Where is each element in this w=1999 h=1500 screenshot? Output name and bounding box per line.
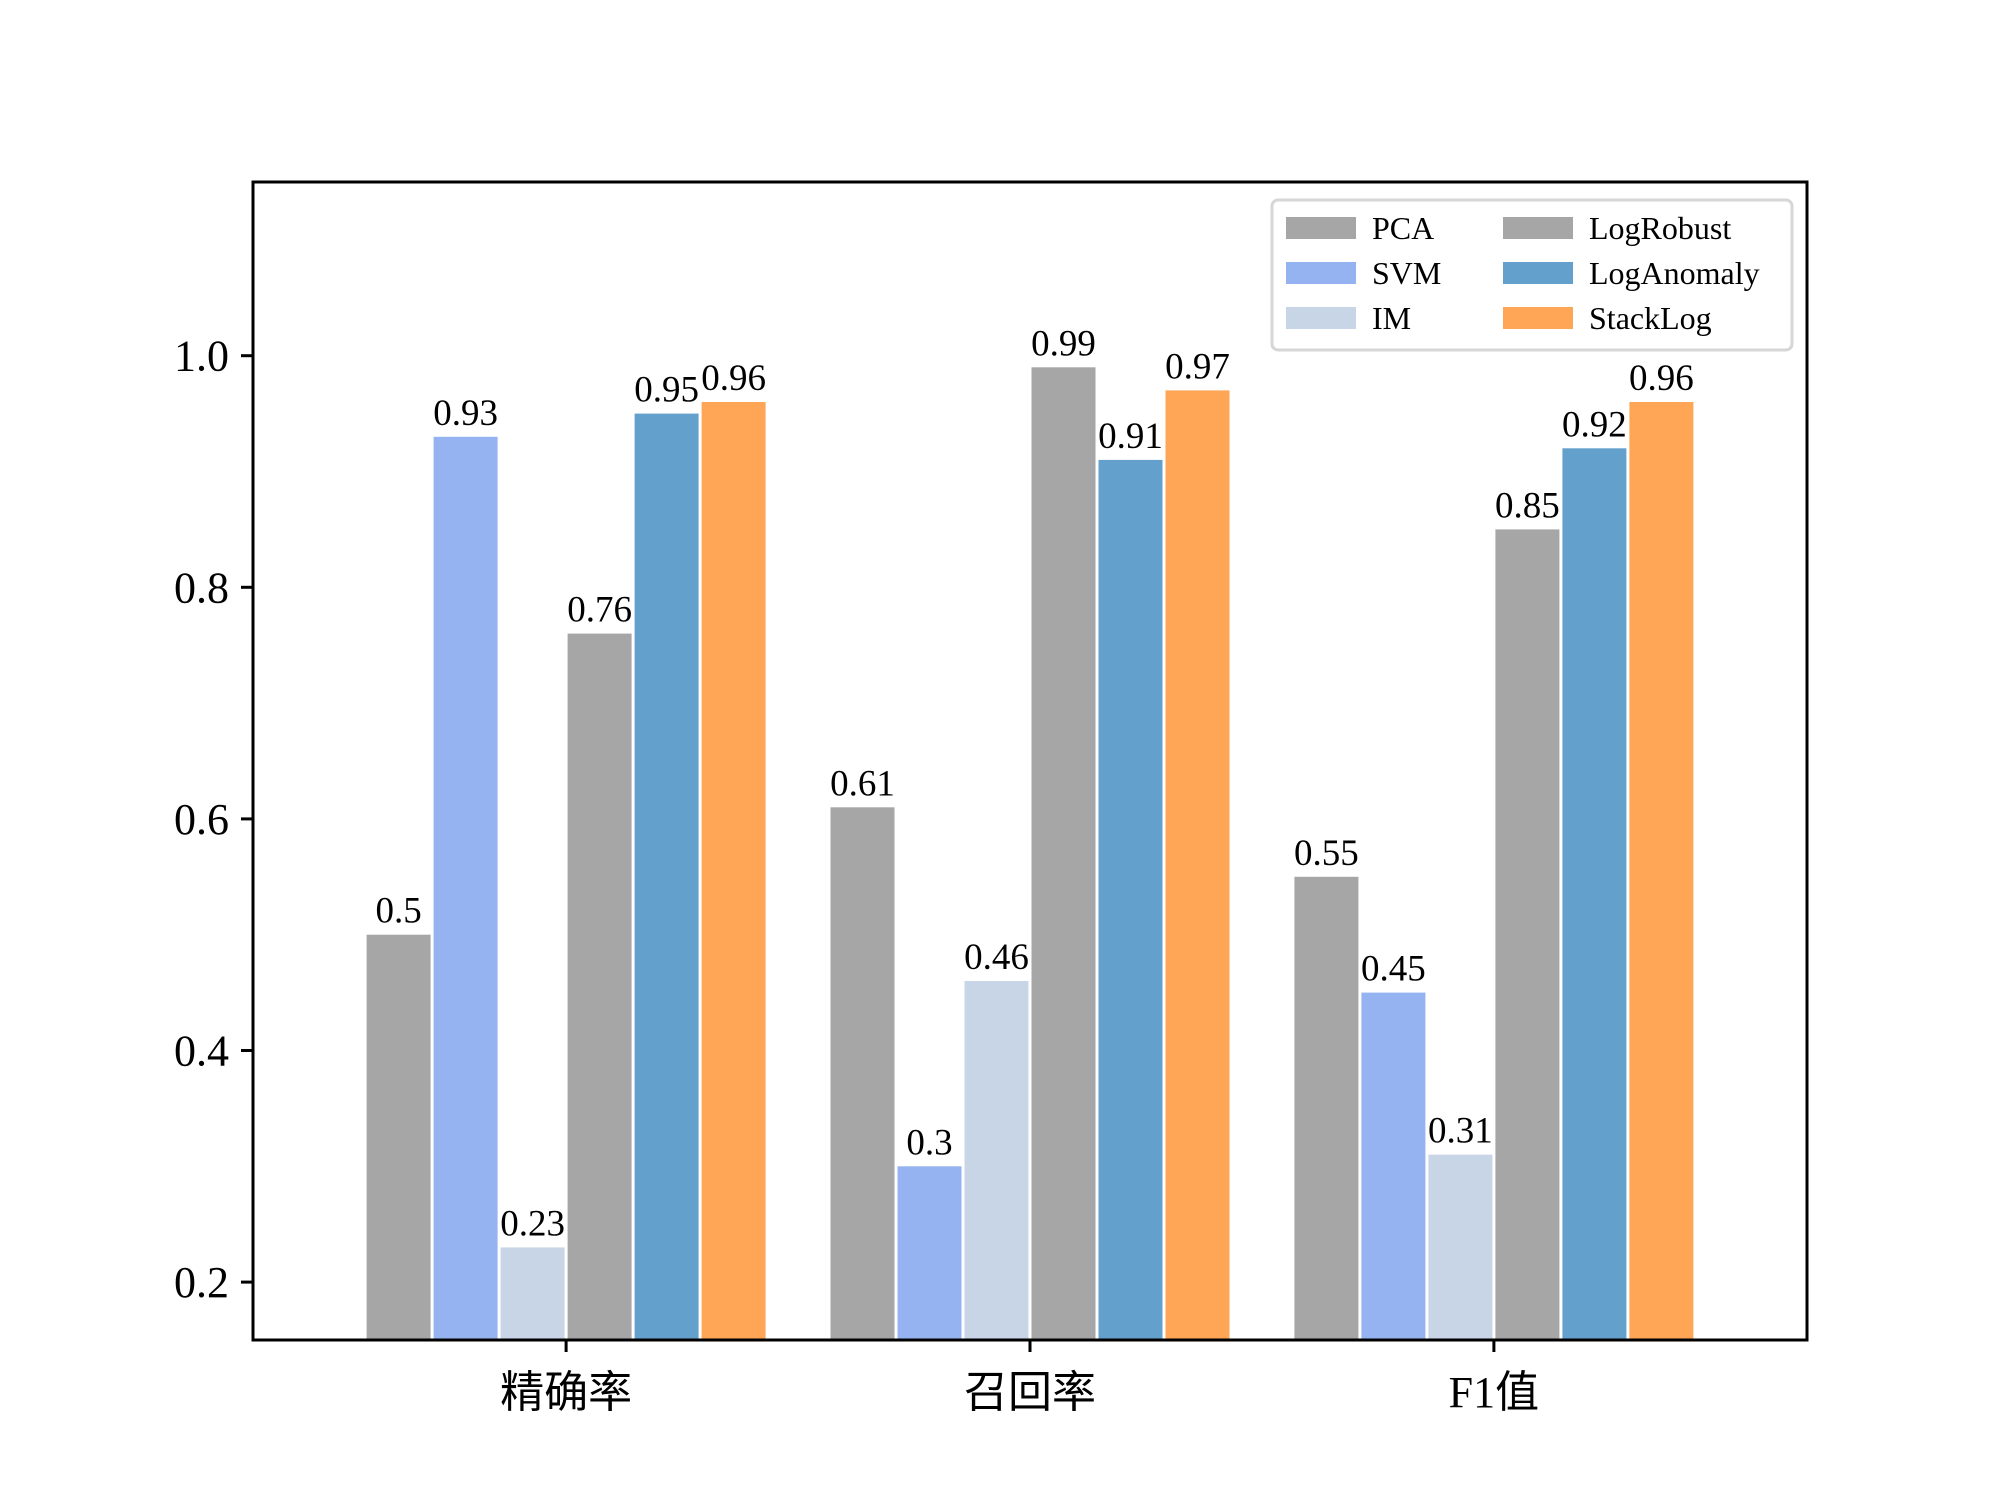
y-tick-label-0.2: 0.2 (174, 1258, 229, 1307)
bar-pca-3 (1294, 876, 1359, 1340)
legend-label-loganomaly: LogAnomaly (1589, 255, 1760, 291)
bar-im-2 (964, 981, 1029, 1340)
x-tick-label-1: 精确率 (500, 1368, 632, 1417)
legend-swatch-loganomaly (1503, 262, 1573, 284)
data-label-loganomaly-1: 0.95 (634, 370, 699, 411)
bar-svm-1 (433, 436, 498, 1340)
x-tick-label-2: 召回率 (964, 1368, 1096, 1417)
data-label-pca-1: 0.5 (375, 891, 421, 932)
y-tick-label-0.8: 0.8 (174, 563, 229, 612)
bar-logrobust-3 (1495, 529, 1560, 1340)
data-label-logrobust-2: 0.99 (1031, 323, 1096, 364)
legend-swatch-svm (1286, 262, 1356, 284)
bar-svm-2 (897, 1166, 962, 1340)
y-tick-label-0.4: 0.4 (174, 1027, 229, 1076)
bar-logrobust-1 (567, 633, 632, 1340)
x-axis: 精确率 召回率 F1值 (500, 1340, 1539, 1417)
bar-im-3 (1428, 1154, 1493, 1340)
legend-label-svm: SVM (1372, 255, 1441, 291)
data-labels-layer: 0.50.930.230.760.95 0.960.610.30.460.990.… (375, 323, 1693, 1244)
legend-swatch-stacklog (1503, 307, 1573, 329)
data-label-stacklog-3: 0.96 (1629, 358, 1694, 399)
data-label-svm-2: 0.3 (906, 1122, 952, 1163)
y-tick-label-0.6: 0.6 (174, 795, 229, 844)
data-label-im-1: 0.23 (500, 1203, 565, 1244)
data-label-svm-1: 0.93 (433, 393, 498, 434)
bar-loganomaly-2 (1098, 459, 1163, 1340)
bars-layer (366, 367, 1694, 1341)
bar-im-1 (500, 1247, 565, 1340)
bar-pca-1 (366, 934, 431, 1340)
bar-loganomaly-1 (634, 413, 699, 1341)
data-label-im-3: 0.31 (1428, 1111, 1493, 1152)
data-label-stacklog-2: 0.97 (1165, 346, 1230, 387)
bar-stacklog-3 (1629, 402, 1694, 1340)
legend: PCA SVM IM LogRobust LogAnomaly StackLog (1270, 198, 1794, 352)
data-label-stacklog-1: 0.96 (701, 358, 766, 399)
legend-label-logrobust: LogRobust (1589, 210, 1731, 246)
data-label-pca-3: 0.55 (1294, 833, 1359, 874)
x-tick-label-3: F1值 (1449, 1368, 1539, 1417)
data-label-logrobust-3: 0.85 (1495, 485, 1560, 526)
bar-logrobust-2 (1031, 367, 1096, 1340)
bar-svm-3 (1361, 992, 1426, 1340)
data-label-logrobust-1: 0.76 (567, 590, 632, 631)
bar-pca-2 (830, 807, 895, 1340)
legend-label-stacklog: StackLog (1589, 300, 1712, 336)
bar-loganomaly-3 (1562, 448, 1627, 1340)
data-label-pca-2: 0.61 (830, 763, 895, 804)
data-label-loganomaly-2: 0.91 (1098, 416, 1163, 457)
legend-label-im: IM (1372, 300, 1411, 336)
y-tick-label-1.0: 1.0 (174, 332, 229, 381)
legend-swatch-im (1286, 307, 1356, 329)
legend-label-pca: PCA (1372, 210, 1434, 246)
data-label-svm-3: 0.45 (1361, 949, 1426, 990)
y-axis: 0.2 0.4 0.6 0.8 1.0 (174, 332, 253, 1307)
bar-stacklog-2 (1165, 390, 1230, 1340)
legend-swatch-logrobust (1503, 217, 1573, 239)
data-label-loganomaly-3: 0.92 (1562, 404, 1627, 445)
legend-swatch-pca (1286, 217, 1356, 239)
data-label-im-2: 0.46 (964, 937, 1029, 978)
bar-stacklog-1 (701, 402, 766, 1340)
